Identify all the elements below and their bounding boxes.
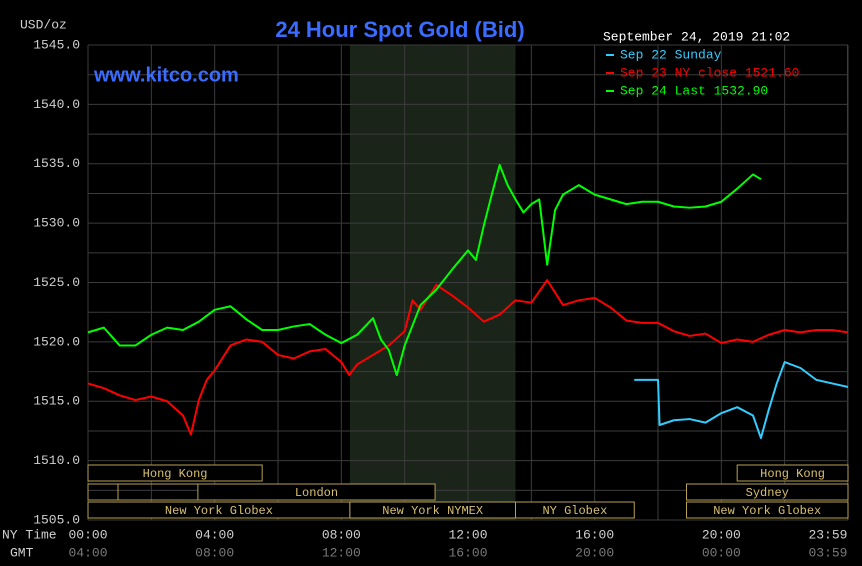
y-tick-label: 1505.0 bbox=[33, 512, 80, 527]
y-tick-label: 1515.0 bbox=[33, 394, 80, 409]
session-box bbox=[686, 501, 849, 519]
x2-tick-label: 16:00 bbox=[448, 545, 487, 560]
x2-tick-label: 00:00 bbox=[702, 545, 741, 560]
x-tick-label: 00:00 bbox=[68, 527, 107, 542]
x2-tick-label: 03:59 bbox=[808, 545, 847, 560]
x2-axis-label: GMT bbox=[10, 545, 34, 560]
x-tick-label: 12:00 bbox=[448, 527, 487, 542]
session-box bbox=[686, 483, 849, 501]
sessions: Hong Kong Hong Kong London Sydney New York G… bbox=[87, 464, 849, 519]
watermark: www.kitco.com bbox=[93, 64, 239, 86]
x-tick-label: 04:00 bbox=[195, 527, 234, 542]
y-axis-label: USD/oz bbox=[20, 17, 67, 32]
y-tick-label: 1535.0 bbox=[33, 156, 80, 171]
y-tick-label: 1545.0 bbox=[33, 37, 80, 52]
session-box bbox=[736, 464, 849, 482]
session-label: Hong Kong bbox=[760, 467, 825, 481]
legend-label: Sep 23 NY close 1521.60 bbox=[620, 65, 799, 80]
legend-label: Sep 22 Sunday bbox=[620, 47, 722, 62]
session-label: New York Globex bbox=[165, 504, 273, 518]
legend-label: Sep 24 Last 1532.90 bbox=[620, 83, 768, 98]
session-label: Hong Kong bbox=[143, 467, 208, 481]
series-line bbox=[87, 279, 849, 436]
timestamp: September 24, 2019 21:02 bbox=[603, 29, 790, 44]
y-tick-label: 1510.0 bbox=[33, 453, 80, 468]
y-tick-label: 1525.0 bbox=[33, 275, 80, 290]
chart-title: 24 Hour Spot Gold (Bid) bbox=[275, 17, 524, 42]
series-lines bbox=[87, 163, 849, 440]
y-tick-label: 1520.0 bbox=[33, 334, 80, 349]
series-line bbox=[87, 163, 762, 377]
session-box bbox=[515, 501, 635, 519]
y-tick-label: 1530.0 bbox=[33, 216, 80, 231]
y-tick-label: 1540.0 bbox=[33, 97, 80, 112]
session-label: NY Globex bbox=[542, 504, 607, 518]
session-label: New York NYMEX bbox=[382, 504, 483, 518]
labels: USD/oz 24 Hour Spot Gold (Bid) www.kitco… bbox=[2, 17, 847, 561]
x-tick-label: 16:00 bbox=[575, 527, 614, 542]
x2-tick-label: 12:00 bbox=[322, 545, 361, 560]
session-box bbox=[87, 464, 263, 482]
session-label: New York Globex bbox=[713, 504, 821, 518]
x-tick-label: 08:00 bbox=[322, 527, 361, 542]
grid bbox=[87, 44, 849, 521]
x2-tick-label: 20:00 bbox=[575, 545, 614, 560]
x-tick-label: 20:00 bbox=[702, 527, 741, 542]
session-label: London bbox=[295, 486, 338, 500]
session-box bbox=[197, 483, 436, 501]
x2-tick-label: 04:00 bbox=[68, 545, 107, 560]
x2-tick-label: 08:00 bbox=[195, 545, 234, 560]
x-tick-label: 23:59 bbox=[808, 527, 847, 542]
x-axis-label: NY Time bbox=[2, 527, 57, 542]
session-label: Sydney bbox=[746, 486, 789, 500]
series-line bbox=[634, 361, 849, 440]
